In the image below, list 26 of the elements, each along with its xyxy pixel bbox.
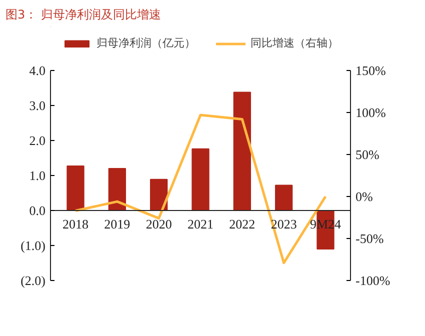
y2-tick-label: 150% bbox=[356, 63, 386, 78]
bar bbox=[108, 168, 126, 211]
y2-tick-label: -50% bbox=[356, 231, 384, 246]
bar bbox=[66, 166, 84, 211]
y-tick-label: 1.0 bbox=[29, 168, 46, 183]
x-tick-label: 2018 bbox=[62, 216, 88, 232]
y-tick-label: (1.0) bbox=[20, 238, 46, 253]
y-tick-label: (2.0) bbox=[20, 273, 46, 288]
legend-label: 同比增速（右轴） bbox=[250, 36, 338, 50]
chart-title: 图3： 归母净利润及同比增速 bbox=[6, 8, 161, 22]
x-tick-label: 2022 bbox=[229, 216, 256, 232]
legend-label: 归母净利润（亿元） bbox=[96, 36, 196, 50]
x-tick-label: 2020 bbox=[146, 216, 172, 232]
y2-tick-label: -100% bbox=[356, 273, 390, 288]
x-tick-label: 2021 bbox=[188, 216, 214, 232]
y-tick-label: 0.0 bbox=[29, 203, 46, 218]
bar bbox=[233, 92, 251, 211]
y-tick-label: 4.0 bbox=[29, 63, 46, 78]
y2-tick-label: 0% bbox=[356, 189, 373, 204]
bar bbox=[192, 148, 210, 211]
y-tick-label: 3.0 bbox=[29, 98, 46, 113]
y-tick-label: 2.0 bbox=[29, 133, 46, 148]
y2-tick-label: 50% bbox=[356, 147, 380, 162]
x-tick-label: 2019 bbox=[104, 216, 130, 232]
y2-tick-label: 100% bbox=[356, 105, 386, 120]
bar bbox=[275, 184, 293, 211]
